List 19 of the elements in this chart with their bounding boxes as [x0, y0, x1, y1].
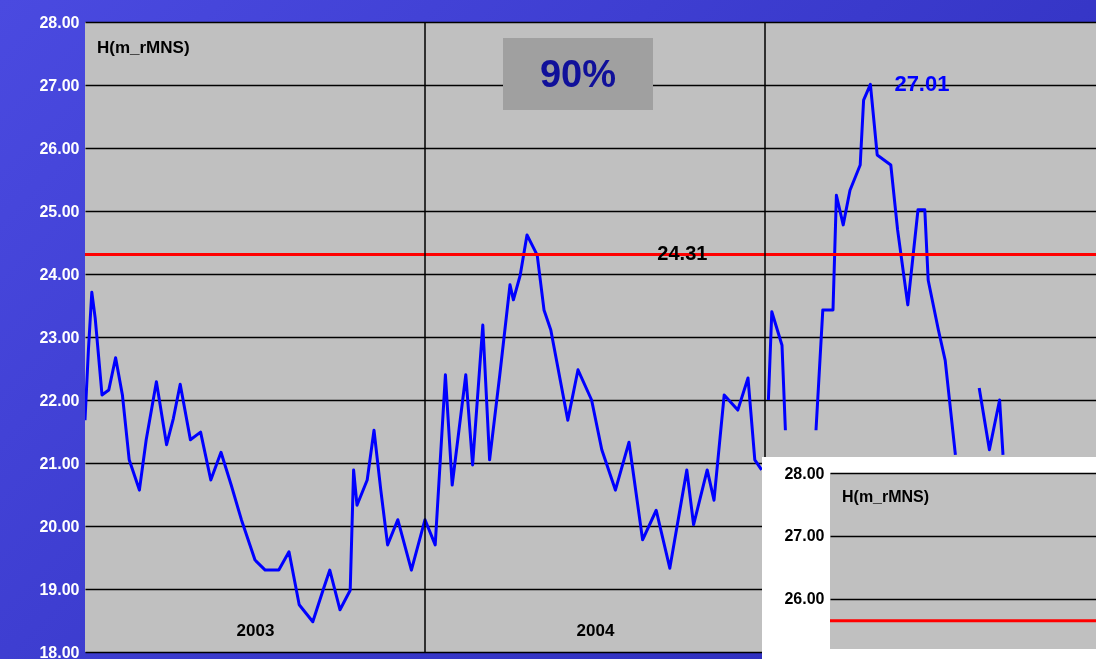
- y-tick-label: 24.00: [39, 265, 80, 283]
- y-tick-label: 27.00: [39, 76, 80, 94]
- y-tick-label: 18.00: [39, 643, 80, 659]
- y-tick-label: 22.00: [39, 391, 80, 409]
- x-tick-label: 2003: [236, 620, 275, 640]
- y-tick-label: 21.00: [39, 454, 80, 472]
- annotation: H(m_rMNS): [842, 488, 930, 505]
- annotation: H(m_rMNS): [97, 38, 190, 57]
- y-tick-label: 19.00: [39, 580, 80, 598]
- y-tick-label: 26.00: [39, 139, 80, 157]
- y-tick-label: 28.00: [39, 13, 80, 31]
- y-tick-label: 27.00: [784, 527, 825, 545]
- y-tick-label: 25.00: [39, 202, 80, 220]
- annotation: 90%: [503, 38, 653, 110]
- x-tick-label: 2004: [576, 620, 615, 640]
- y-tick-label: 26.00: [784, 590, 825, 608]
- y-tick-label: 23.00: [39, 328, 80, 346]
- y-tick-label: 28.00: [784, 464, 825, 482]
- y-tick-label: 20.00: [39, 517, 80, 535]
